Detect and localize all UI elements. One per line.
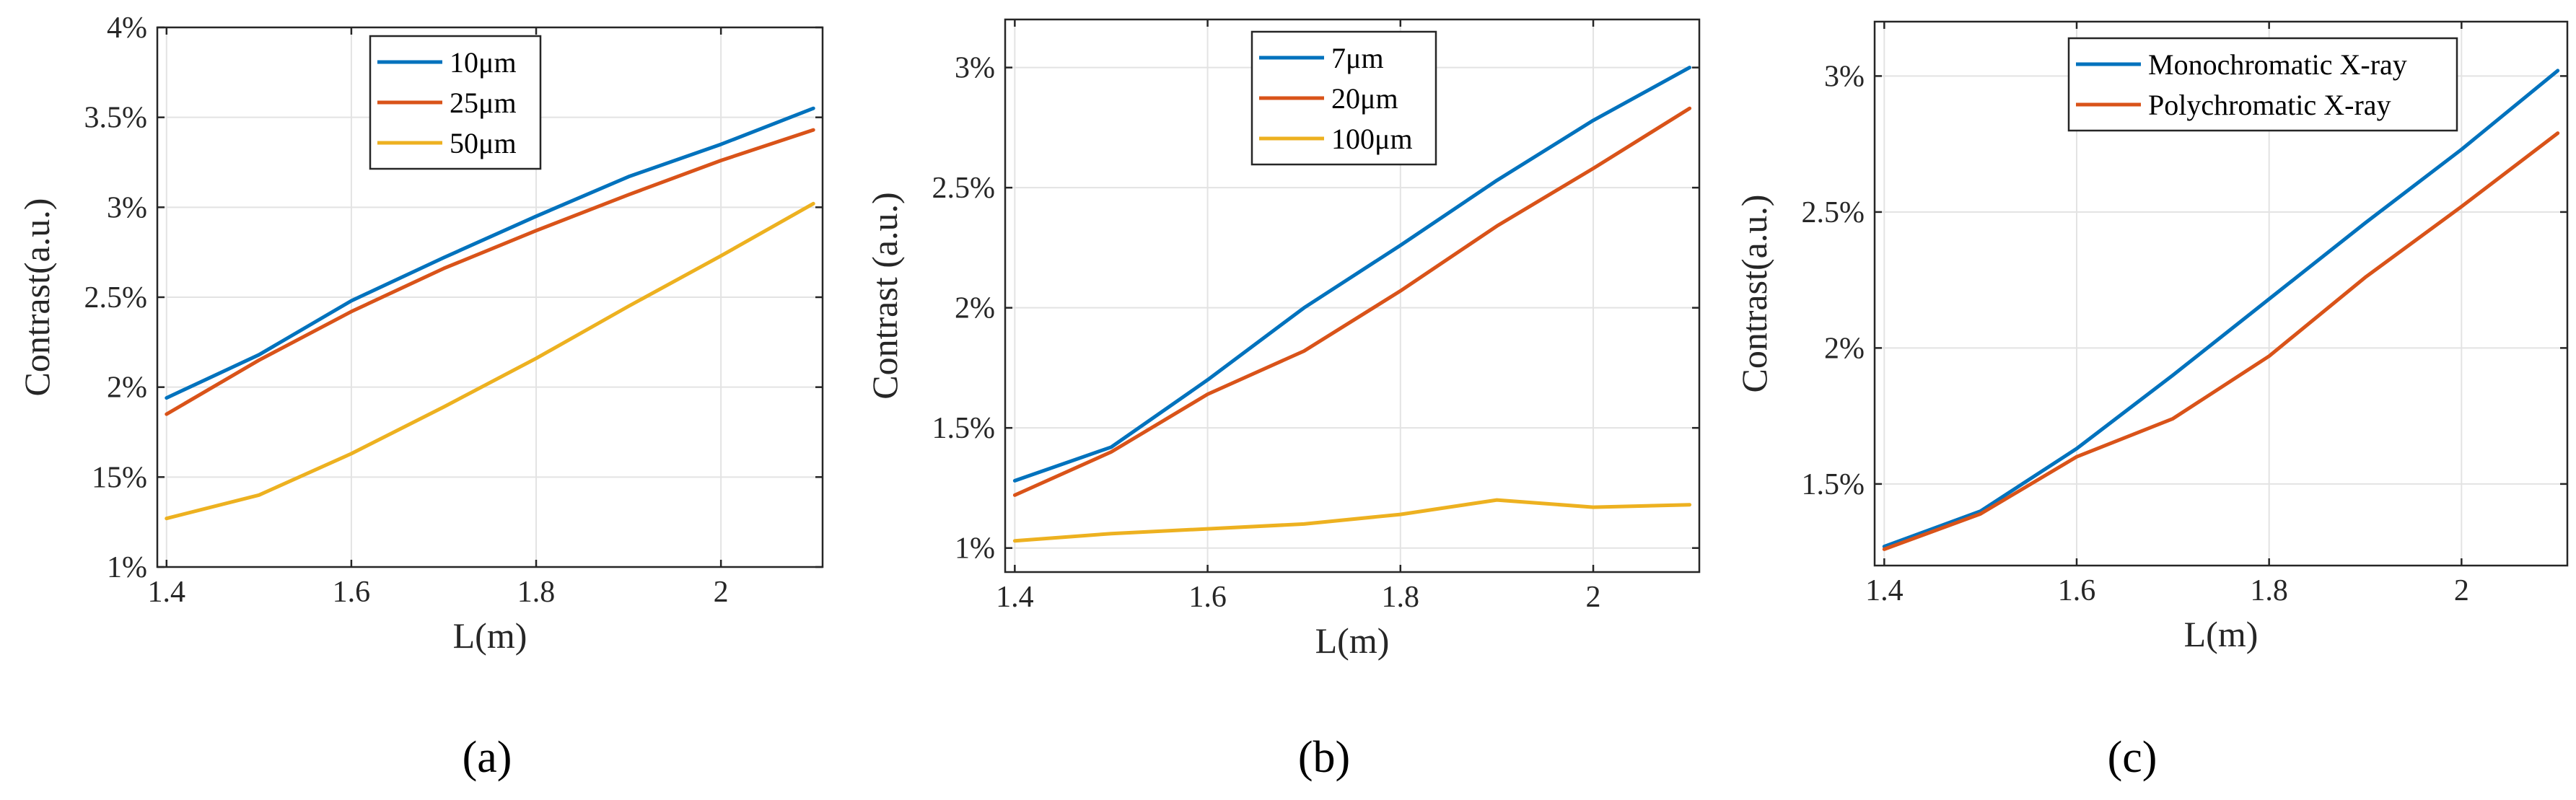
x-tick-label: 1.4 <box>148 576 186 609</box>
x-axis-title: L(m) <box>1315 620 1390 661</box>
x-tick-label: 2 <box>714 576 729 609</box>
series-line-2 <box>165 128 815 416</box>
legend-label: 25μm <box>450 87 517 119</box>
x-tick-label: 1.6 <box>333 576 371 609</box>
x-tick-label: 2 <box>1586 581 1601 614</box>
panel-label-b: (b) <box>1298 733 1350 782</box>
y-tick-label: 2% <box>107 372 147 405</box>
panel-c: 1.4 1.6 1.8 2 1.5% 2% 2.5% 3% L(m) Contrast(a.u.)… <box>1734 20 2569 654</box>
x-axis-title: L(m) <box>453 615 527 656</box>
legend-label: 50μm <box>450 127 517 159</box>
legend-box <box>2067 37 2458 132</box>
y-tick-label: 2% <box>955 292 995 325</box>
y-tick-label: 1.5% <box>932 412 996 445</box>
series-line-3 <box>1012 498 1692 543</box>
y-tick-label: 2% <box>1824 332 1865 365</box>
y-tick-label: 3% <box>107 191 147 224</box>
series-line-2 <box>1882 131 2560 551</box>
y-axis-title: Contrast (a.u.) <box>864 192 905 399</box>
y-tick-label: 15% <box>92 461 147 494</box>
legend-label: 7μm <box>1331 42 1384 74</box>
y-tick-label: 3.5% <box>84 102 148 135</box>
y-axis-title: Contrast(a.u.) <box>17 198 57 397</box>
panel-a: 1.4 1.6 1.8 2 1% 15% 2% 2.5% 3% 3.5% 4% L(m) Contras… <box>17 12 824 656</box>
x-tick-label: 1.6 <box>1188 581 1227 614</box>
legend-label: 10μm <box>450 46 517 79</box>
panel-label-a: (a) <box>463 733 512 782</box>
x-tick-label: 1.6 <box>2058 574 2096 607</box>
axes-box <box>1004 18 1701 573</box>
legend-label: Monochromatic X-ray <box>2148 48 2407 81</box>
legend-label: Polychromatic X-ray <box>2148 89 2391 121</box>
x-tick-label: 1.4 <box>996 581 1034 614</box>
legend-label: 20μm <box>1331 82 1398 115</box>
y-tick-label: 2.5% <box>1802 196 1865 229</box>
axes-box <box>1873 20 2569 567</box>
series-line-1 <box>165 106 815 400</box>
y-tick-label: 1.5% <box>1802 468 1865 501</box>
series-line-2 <box>1012 106 1692 497</box>
panel-label-c: (c) <box>2108 733 2157 782</box>
legend-label: 100μm <box>1331 123 1413 155</box>
x-tick-label: 1.4 <box>1865 574 1903 607</box>
x-tick-label: 1.8 <box>517 576 556 609</box>
y-tick-label: 4% <box>107 12 147 45</box>
y-tick-label: 2.5% <box>84 281 148 315</box>
y-tick-label: 3% <box>955 52 995 85</box>
series-line-3 <box>165 201 815 521</box>
y-tick-label: 1% <box>107 551 147 584</box>
series-line-1 <box>1012 66 1692 483</box>
panel-b: 1.4 1.6 1.8 2 1% 1.5% 2% 2.5% 3% L(m) Contrast (a.… <box>864 18 1701 661</box>
x-tick-label: 2 <box>2454 574 2469 607</box>
y-axis-title: Contrast(a.u.) <box>1734 195 1774 393</box>
y-tick-label: 2.5% <box>932 172 996 205</box>
x-tick-label: 1.8 <box>2250 574 2288 607</box>
y-tick-label: 1% <box>955 532 995 566</box>
x-tick-label: 1.8 <box>1382 581 1420 614</box>
series-line-1 <box>1882 69 2560 549</box>
y-tick-label: 3% <box>1824 60 1865 93</box>
x-axis-title: L(m) <box>2184 614 2259 654</box>
